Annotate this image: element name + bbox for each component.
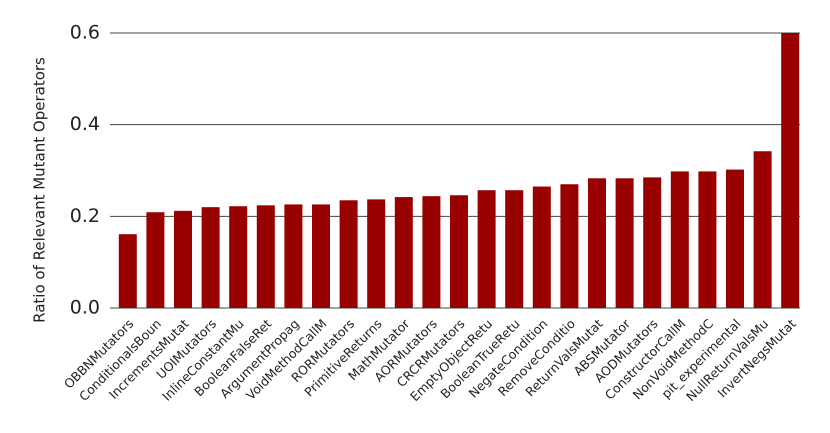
bar — [229, 206, 248, 308]
bar — [284, 204, 303, 308]
bar — [505, 190, 524, 308]
bar — [422, 196, 441, 308]
bar — [312, 204, 330, 308]
bar — [560, 184, 579, 308]
bar — [256, 205, 275, 308]
bar — [367, 199, 386, 308]
bar — [532, 186, 551, 308]
bar — [394, 197, 413, 308]
bar — [477, 190, 496, 308]
bar — [670, 171, 689, 308]
bar — [118, 234, 137, 308]
bar — [339, 200, 358, 308]
bar — [698, 171, 717, 308]
y-tick-label: 0.6 — [70, 22, 100, 44]
y-tick-label: 0.2 — [70, 205, 100, 227]
bar — [174, 210, 192, 308]
y-tick-label: 0.4 — [70, 113, 100, 135]
bar — [643, 177, 662, 308]
bar — [450, 195, 468, 308]
y-axis-label: Ratio of Relevant Mutant Operators — [31, 57, 49, 323]
bar — [146, 212, 165, 308]
bar — [781, 33, 800, 308]
bar — [201, 207, 220, 308]
bar — [588, 178, 606, 308]
bar — [753, 151, 772, 308]
bar — [615, 178, 634, 308]
bar — [726, 169, 744, 308]
y-tick-label: 0.0 — [70, 297, 100, 319]
